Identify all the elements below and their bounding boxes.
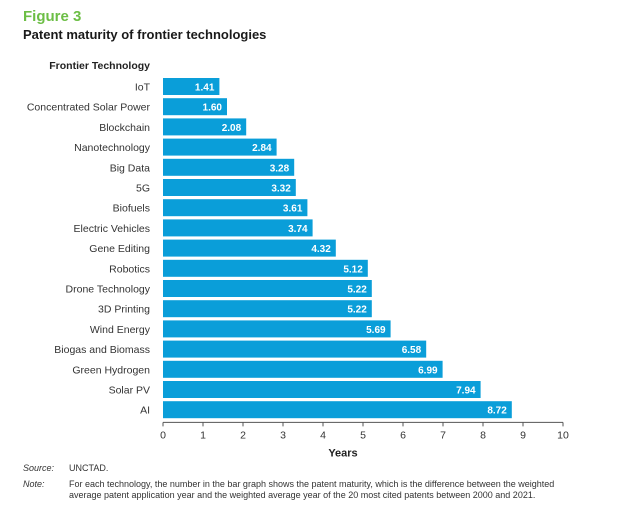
- bar: [163, 179, 296, 196]
- bar: [163, 401, 512, 419]
- category-header: Frontier Technology: [49, 60, 150, 72]
- category-label: 5G: [136, 183, 150, 195]
- figure-title: Patent maturity of frontier technologies: [23, 27, 267, 42]
- category-label: Big Data: [110, 162, 150, 174]
- data-label: 2.84: [252, 143, 272, 154]
- bar: [163, 118, 247, 136]
- data-label: 5.12: [343, 264, 363, 275]
- category-label: Green Hydrogen: [72, 364, 150, 376]
- bar: [163, 381, 481, 398]
- category-label: Concentrated Solar Power: [27, 102, 151, 114]
- x-tick-label: 2: [240, 429, 246, 441]
- source-line: Source: UNCTAD.: [23, 463, 589, 474]
- data-label: 5.22: [347, 285, 367, 296]
- category-label: Solar PV: [109, 385, 150, 397]
- x-tick-label: 9: [520, 429, 526, 441]
- bar: [163, 219, 313, 237]
- category-label: 3D Printing: [98, 304, 150, 316]
- bar: [163, 280, 372, 297]
- x-tick-label: 4: [320, 429, 326, 441]
- bar: [163, 199, 308, 217]
- data-label: 4.32: [311, 244, 331, 255]
- x-tick-label: 8: [480, 429, 486, 441]
- category-label: Electric Vehicles: [74, 223, 150, 235]
- category-label: Biogas and Biomass: [54, 344, 150, 356]
- data-label: 1.60: [203, 103, 223, 114]
- x-tick-label: 0: [160, 429, 166, 441]
- bar: [163, 360, 443, 378]
- category-label: Biofuels: [113, 203, 150, 215]
- data-label: 3.28: [270, 163, 290, 174]
- x-axis-title: Years: [328, 447, 357, 459]
- x-tick-label: 6: [400, 429, 406, 441]
- data-label: 3.32: [271, 184, 291, 195]
- source-key: Source:: [23, 463, 55, 473]
- bar: [163, 300, 372, 318]
- category-label: Nanotechnology: [74, 142, 151, 154]
- data-label: 3.61: [283, 204, 303, 215]
- bar: [163, 138, 277, 156]
- category-label: Blockchain: [99, 122, 150, 134]
- category-label: AI: [140, 405, 150, 417]
- note-key: Note:: [23, 479, 45, 489]
- data-label: 6.58: [402, 345, 422, 356]
- x-tick-label: 5: [360, 429, 366, 441]
- bar: [163, 320, 391, 338]
- data-label: 8.72: [487, 406, 507, 417]
- category-label: Wind Energy: [90, 324, 151, 336]
- bar: [163, 259, 368, 277]
- x-tick-label: 10: [557, 429, 569, 441]
- bar: [163, 78, 220, 95]
- bar: [163, 158, 295, 176]
- x-tick-label: 7: [440, 429, 446, 441]
- x-tick-label: 3: [280, 429, 286, 441]
- note-line: Note: For each technology, the number in …: [23, 479, 589, 501]
- data-label: 7.94: [456, 386, 476, 397]
- category-label: IoT: [135, 82, 151, 94]
- category-label: Robotics: [109, 263, 150, 275]
- bar-chart: Frontier Technology IoT 1.41 Concentrated S…: [27, 60, 569, 459]
- bar: [163, 98, 227, 116]
- note-value: For each technology, the number in the b…: [69, 479, 555, 500]
- category-label: Gene Editing: [89, 243, 150, 255]
- bar: [163, 239, 336, 257]
- category-label: Drone Technology: [66, 284, 151, 296]
- data-label: 6.99: [418, 365, 438, 376]
- data-label: 1.41: [195, 83, 215, 94]
- data-label: 5.22: [347, 305, 367, 316]
- figure-label: Figure 3: [23, 8, 82, 25]
- data-label: 3.74: [288, 224, 308, 235]
- data-label: 2.08: [222, 123, 242, 134]
- source-value: UNCTAD.: [69, 463, 109, 473]
- data-label: 5.69: [366, 325, 386, 336]
- bar: [163, 340, 427, 358]
- x-tick-label: 1: [200, 429, 206, 441]
